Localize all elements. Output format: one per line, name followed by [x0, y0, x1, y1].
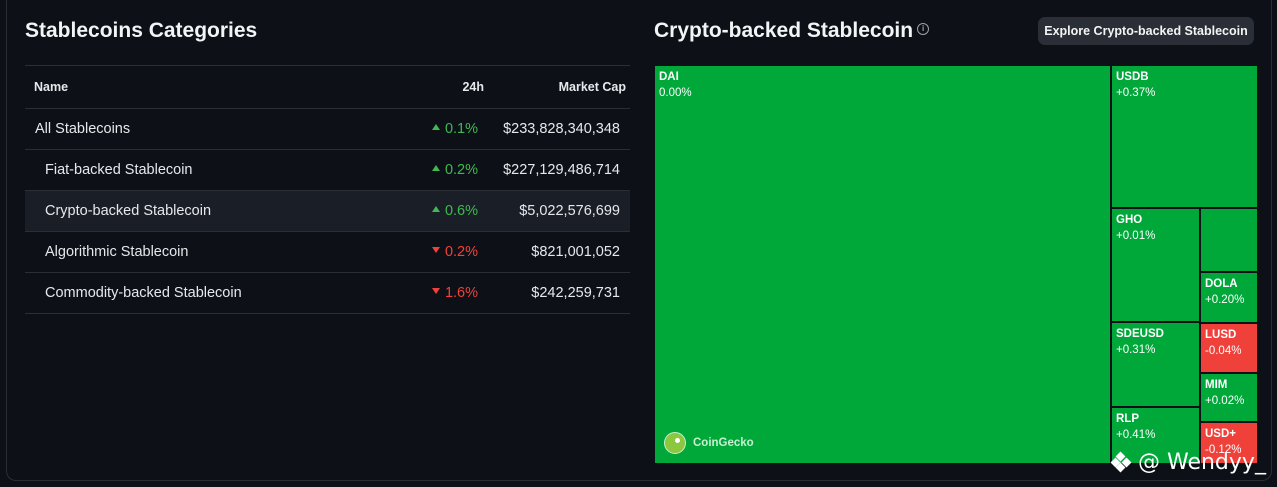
- change-24h: 0.6%: [431, 203, 478, 219]
- change-24h: 0.1%: [431, 121, 478, 137]
- column-header-market-cap[interactable]: Market Cap: [558, 80, 626, 94]
- info-icon[interactable]: i: [917, 23, 930, 36]
- treemap-title-text: Crypto-backed Stablecoin: [654, 19, 914, 42]
- table-row[interactable]: Algorithmic Stablecoin 0.2% $821,001,052: [25, 232, 630, 273]
- watermark-text: @ Wendyy_: [1138, 449, 1266, 475]
- tile-change: +0.02%: [1205, 395, 1245, 407]
- tile-change: +0.20%: [1205, 294, 1245, 306]
- treemap-tile-usdplus[interactable]: USD+ -0.12%: [1200, 422, 1258, 464]
- tile-change: +0.31%: [1116, 344, 1156, 356]
- brand-name: CoinGecko: [693, 437, 754, 449]
- watermark: @ Wendyy_: [1110, 446, 1266, 478]
- table-row[interactable]: Commodity-backed Stablecoin 1.6% $242,259,…: [25, 273, 630, 314]
- treemap-tile-mim[interactable]: MIM +0.02%: [1200, 373, 1258, 422]
- tile-name: DAI: [659, 71, 679, 83]
- category-name[interactable]: Algorithmic Stablecoin: [45, 244, 189, 260]
- caret-up-icon: [431, 165, 440, 172]
- tile-change: +0.41%: [1116, 429, 1156, 441]
- coingecko-logo: CoinGecko: [664, 432, 754, 454]
- tile-name: GHO: [1116, 214, 1143, 226]
- category-name[interactable]: Commodity-backed Stablecoin: [45, 285, 242, 301]
- change-24h: 0.2%: [431, 244, 478, 260]
- tile-name: RLP: [1116, 413, 1139, 425]
- tile-name: USDB: [1116, 71, 1149, 83]
- tile-change: +0.37%: [1116, 87, 1156, 99]
- tile-name: DOLA: [1205, 278, 1238, 290]
- binance-diamond-icon: [1110, 451, 1132, 473]
- treemap-tile-gho[interactable]: GHO +0.01%: [1111, 208, 1200, 322]
- tile-name: LUSD: [1205, 329, 1237, 341]
- treemap-tile-rlp[interactable]: RLP +0.41%: [1111, 407, 1200, 464]
- change-24h: 0.2%: [431, 162, 478, 178]
- tile-change: +0.01%: [1116, 230, 1156, 242]
- change-value: 1.6%: [444, 285, 478, 301]
- tile-name: USD+: [1205, 428, 1236, 440]
- market-cap-value: $5,022,576,699: [519, 203, 620, 219]
- caret-down-icon: [431, 247, 440, 254]
- column-header-name[interactable]: Name: [34, 80, 69, 94]
- category-name[interactable]: Crypto-backed Stablecoin: [45, 203, 212, 219]
- market-cap-value: $227,129,486,714: [503, 162, 620, 178]
- change-value: 0.1%: [444, 121, 478, 137]
- caret-up-icon: [431, 206, 440, 213]
- tile-change: -0.12%: [1205, 444, 1242, 456]
- change-24h: 1.6%: [431, 285, 478, 301]
- caret-down-icon: [431, 288, 440, 295]
- categories-table: Name 24h Market Cap All Stablecoins 0.1% $…: [25, 65, 630, 314]
- panel-title: Stablecoins Categories: [25, 19, 258, 42]
- table-row[interactable]: All Stablecoins 0.1% $233,828,340,348: [25, 109, 630, 150]
- change-value: 0.6%: [444, 203, 478, 219]
- gecko-icon: [664, 432, 686, 454]
- tile-change: -0.04%: [1205, 345, 1242, 357]
- table-header: Name 24h Market Cap: [25, 65, 630, 109]
- tile-name: SDEUSD: [1116, 328, 1164, 340]
- caret-up-icon: [431, 124, 440, 131]
- table-row[interactable]: Crypto-backed Stablecoin 0.6% $5,022,576,6…: [25, 191, 630, 232]
- category-name[interactable]: All Stablecoins: [35, 121, 131, 137]
- treemap-tile-dola[interactable]: DOLA +0.20%: [1200, 272, 1258, 323]
- explore-category-button[interactable]: Explore Crypto-backed Stablecoin: [1038, 17, 1254, 45]
- market-cap-value: $233,828,340,348: [503, 121, 620, 137]
- market-cap-value: $242,259,731: [531, 285, 620, 301]
- treemap-tile-lusd[interactable]: LUSD -0.04%: [1200, 323, 1258, 373]
- tile-change: 0.00%: [659, 87, 692, 99]
- table-row[interactable]: Fiat-backed Stablecoin 0.2% $227,129,486,7…: [25, 150, 630, 191]
- treemap-tile-dai[interactable]: DAI 0.00%: [654, 65, 1111, 464]
- market-cap-value: $821,001,052: [531, 244, 620, 260]
- treemap: DAI 0.00% USDB +0.37% GHO +0.01% DOLA +0.20% SDE…: [654, 65, 1258, 464]
- treemap-tile-sdeusd[interactable]: SDEUSD +0.31%: [1111, 322, 1200, 407]
- treemap-title: Crypto-backed Stablecoin i: [654, 19, 930, 43]
- category-name[interactable]: Fiat-backed Stablecoin: [45, 162, 193, 178]
- treemap-tile-usdb[interactable]: USDB +0.37%: [1111, 65, 1258, 208]
- column-header-24h[interactable]: 24h: [462, 80, 484, 94]
- change-value: 0.2%: [444, 162, 478, 178]
- treemap-tile-blank[interactable]: [1200, 208, 1258, 272]
- tile-name: MIM: [1205, 379, 1228, 391]
- change-value: 0.2%: [444, 244, 478, 260]
